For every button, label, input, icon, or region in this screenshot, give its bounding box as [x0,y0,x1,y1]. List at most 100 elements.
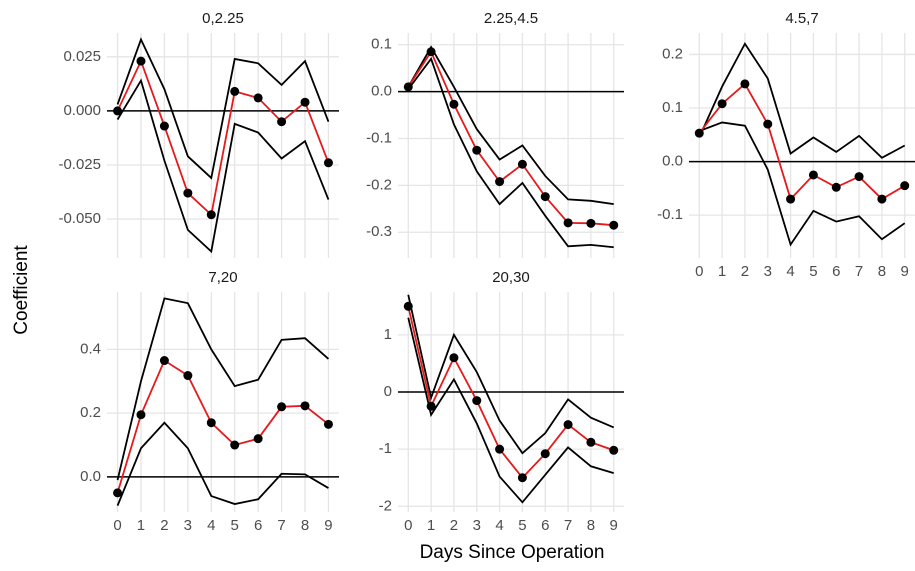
y-tick-label: 0.000 [63,102,101,119]
x-tick-label: 0 [113,517,121,534]
point [808,170,818,180]
point [831,182,841,192]
point [740,79,750,89]
series-line [116,58,330,217]
point [277,402,287,412]
point [495,444,505,454]
panel-title: 20,30 [492,269,530,286]
point [694,128,704,138]
point [159,121,169,131]
y-tick-label: -0.3 [366,223,392,240]
panel-title: 2.25,4.5 [484,10,538,27]
point [403,82,413,92]
point [609,220,619,230]
y-tick-label: 0.0 [80,468,101,485]
y-tick-label: 0.025 [63,48,101,65]
x-tick-label: 8 [587,517,595,534]
x-tick-label: 7 [277,517,285,534]
series-line [698,121,906,247]
point [113,488,123,498]
y-tick-label: 0.2 [80,404,101,421]
x-tick-label: 5 [809,263,817,280]
point [449,99,459,109]
y-axis-title: Coefficient [11,245,32,335]
point [206,210,216,220]
point [540,192,550,202]
point [183,188,193,198]
series-line [407,45,614,205]
x-tick-label: 3 [184,517,192,534]
point [323,158,333,168]
point [253,93,263,103]
series-line [116,78,330,254]
y-tick-label: -2 [379,497,392,514]
series-line [698,82,906,201]
series-line [116,297,330,481]
point [586,437,596,447]
point [300,97,310,107]
panel-title: 7,20 [208,269,237,286]
y-tick-label: 0.2 [662,45,683,62]
x-tick-label: 2 [450,517,458,534]
x-tick-label: 1 [427,517,435,534]
y-tick-label: 0.0 [662,153,683,170]
y-tick-label: -0.1 [366,129,392,146]
point [609,445,619,455]
point [786,194,796,204]
panel-title: 0,2.25 [202,10,244,27]
point [563,218,573,228]
y-tick-label: -0.025 [58,156,101,173]
x-tick-label: 1 [137,517,145,534]
series-line [698,41,906,159]
series-line [407,49,614,227]
point [495,177,505,187]
point [763,119,773,129]
point [206,418,216,428]
x-tick-label: 5 [231,517,239,534]
y-tick-label: 0.0 [371,83,392,100]
y-tick-label: -0.1 [657,206,683,223]
point [717,99,727,109]
point [854,172,864,182]
point [136,56,146,66]
x-tick-label: 3 [764,263,772,280]
x-tick-label: 2 [160,517,168,534]
point [540,449,550,459]
x-tick-label: 8 [878,263,886,280]
x-tick-label: 4 [207,517,215,534]
x-tick-label: 6 [541,517,549,534]
point [253,434,263,444]
point [300,401,310,411]
point [472,145,482,155]
y-tick-label: -0.2 [366,176,392,193]
x-tick-label: 0 [404,517,412,534]
point [449,353,459,363]
x-tick-label: 9 [610,517,618,534]
series-line [407,317,614,504]
x-tick-label: 2 [741,263,749,280]
point [113,106,123,116]
y-tick-label: 1 [384,326,392,343]
y-tick-label: 0.1 [371,36,392,53]
point [230,440,240,450]
point [183,371,193,381]
series-line [407,56,614,249]
point [472,396,482,406]
point [563,420,573,430]
x-tick-label: 0 [695,263,703,280]
point [136,410,146,420]
y-tick-label: 0 [384,383,392,400]
x-tick-label: 7 [855,263,863,280]
x-tick-label: 5 [518,517,526,534]
point [586,218,596,228]
x-tick-label: 4 [786,263,794,280]
x-tick-label: 8 [301,517,309,534]
point [230,86,240,96]
series-line [116,37,330,180]
series-line [407,294,615,455]
point [900,181,910,191]
x-tick-label: 3 [473,517,481,534]
series-line [116,359,330,494]
x-tick-label: 9 [901,263,909,280]
